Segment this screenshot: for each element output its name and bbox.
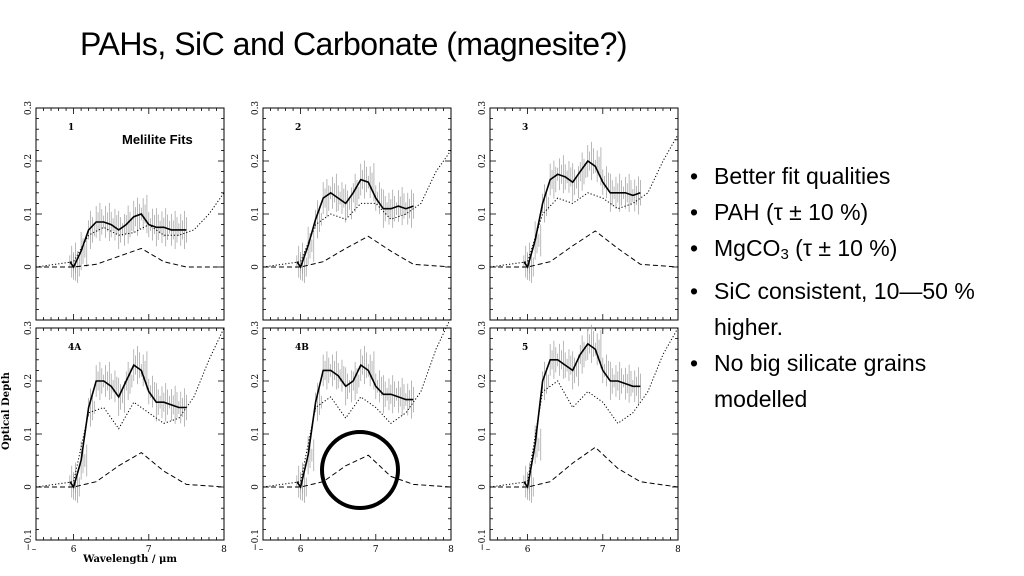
panel-frame	[489, 107, 679, 321]
series-dotted	[262, 317, 452, 488]
x-tick-label: 8	[448, 545, 454, 555]
series-dashed	[263, 235, 452, 268]
panel-label: 3	[522, 123, 528, 133]
x-tick-label: 8	[221, 545, 227, 555]
y-tick-label: 0.3	[24, 321, 34, 336]
y-tick-label: 0	[478, 484, 488, 490]
y-tick-label: 0.1	[251, 427, 261, 441]
x-tick-label: –	[486, 545, 491, 555]
y-tick-label: 0.1	[478, 207, 488, 221]
panel-label: 5	[522, 343, 528, 353]
panel-frame	[35, 327, 225, 541]
y-tick-label: 0.3	[251, 101, 261, 116]
y-tick-label: 0.1	[251, 207, 261, 221]
y-tick-label: 0.2	[24, 154, 34, 168]
panel-5: −0.1 0 0.1 0.2 0.3 6 7 8 – 5	[478, 321, 680, 555]
x-tick-label: –	[259, 545, 264, 555]
y-tick-label: 0	[478, 264, 488, 270]
series-dotted	[35, 327, 225, 488]
bullet-sic: SiC consistent, 10—50 % higher.	[688, 273, 1024, 345]
series-dashed	[36, 451, 225, 488]
panel-1: 0 0.1 0.2 0.3 1	[24, 101, 225, 321]
bullet-mgco3: MgCO3 (τ ± 10 %)	[688, 230, 1024, 273]
series-dashed	[490, 230, 679, 268]
y-tick-label: 0	[24, 264, 34, 270]
panel-4A: −0.1 0 0.1 0.2 0.3 6 7 8 – 4A	[24, 321, 227, 555]
x-tick-label: 7	[146, 545, 152, 555]
y-tick-label: 0.3	[478, 101, 488, 116]
y-tick-label: 0.1	[478, 427, 488, 441]
panel-label: 2	[295, 123, 301, 133]
y-tick-label: 0.3	[251, 321, 261, 336]
series-dashed	[263, 454, 452, 488]
x-tick-label: 6	[525, 545, 531, 555]
series-solid	[523, 342, 641, 490]
y-tick-label: 0.2	[478, 374, 488, 388]
melilite-fits-label: Melilite Fits	[122, 132, 193, 147]
panel-label: 1	[68, 123, 74, 133]
series-solid	[69, 213, 187, 269]
series-dashed	[490, 446, 679, 488]
series-solid	[296, 178, 414, 269]
y-tick-label: 0.1	[24, 207, 34, 221]
y-tick-label: 0.3	[24, 101, 34, 116]
slide-title: PAHs, SiC and Carbonate (magnesite?)	[80, 26, 628, 62]
series-dotted	[262, 150, 452, 268]
series-dashed	[36, 247, 224, 268]
x-tick-label: 7	[373, 545, 379, 555]
y-tick-label: 0.2	[251, 154, 261, 168]
x-tick-label: 6	[71, 545, 77, 555]
y-tick-label: 0	[251, 484, 261, 490]
panel-2: 0 0.1 0.2 0.3 2	[251, 101, 452, 321]
y-tick-label: −0.1	[478, 529, 488, 551]
mgco3-prefix: MgCO	[714, 235, 781, 261]
x-tick-label: 6	[298, 545, 304, 555]
x-axis-label: Wavelength / μm	[82, 554, 177, 565]
y-tick-label: 0	[251, 264, 261, 270]
panel-label: 4A	[68, 343, 82, 353]
y-tick-label: 0.2	[24, 374, 34, 388]
optical-depth-figure: 0 0.1 0.2 0.3 1 0 0.1 0.2 0.3 2 0 0.1 0.2 0.3 3 −0.1 0 0.…	[1, 101, 680, 565]
series-solid	[69, 363, 187, 489]
chart-panels: 0 0.1 0.2 0.3 1 0 0.1 0.2 0.3 2 0 0.1 0.2 0.3 3 −0.1 0 0.…	[24, 101, 680, 555]
x-tick-label: –	[32, 545, 37, 555]
panel-frame	[262, 107, 452, 321]
y-tick-label: −0.1	[24, 529, 34, 551]
x-tick-label: 7	[600, 545, 606, 555]
panel-3: 0 0.1 0.2 0.3 3	[478, 101, 679, 321]
mgco3-suffix: (τ ± 10 %)	[788, 235, 898, 261]
y-axis-label: Optical Depth	[1, 371, 12, 450]
series-solid	[296, 363, 414, 489]
bullet-list: Better fit qualities PAH (τ ± 10 %) MgCO…	[688, 158, 1024, 417]
panel-label: 4B	[295, 343, 309, 353]
bullet-fit-quality: Better fit qualities	[688, 158, 1024, 194]
bullet-silicate: No big silicate grains modelled	[688, 345, 1024, 417]
y-tick-label: 0.2	[251, 374, 261, 388]
highlight-circle	[320, 430, 400, 510]
x-tick-label: 8	[675, 545, 680, 555]
y-tick-label: 0	[24, 484, 34, 490]
mgco3-subscript: 3	[780, 246, 789, 263]
series-solid	[523, 159, 641, 269]
panel-4B: −0.1 0 0.1 0.2 0.3 6 7 8 – 4B	[251, 317, 454, 555]
bullet-pah: PAH (τ ± 10 %)	[688, 194, 1024, 230]
y-tick-label: −0.1	[251, 529, 261, 551]
series-dotted	[489, 134, 679, 268]
y-tick-label: 0.3	[478, 321, 488, 336]
y-tick-label: 0.1	[24, 427, 34, 441]
series-dotted	[489, 327, 679, 488]
y-tick-label: 0.2	[478, 154, 488, 168]
